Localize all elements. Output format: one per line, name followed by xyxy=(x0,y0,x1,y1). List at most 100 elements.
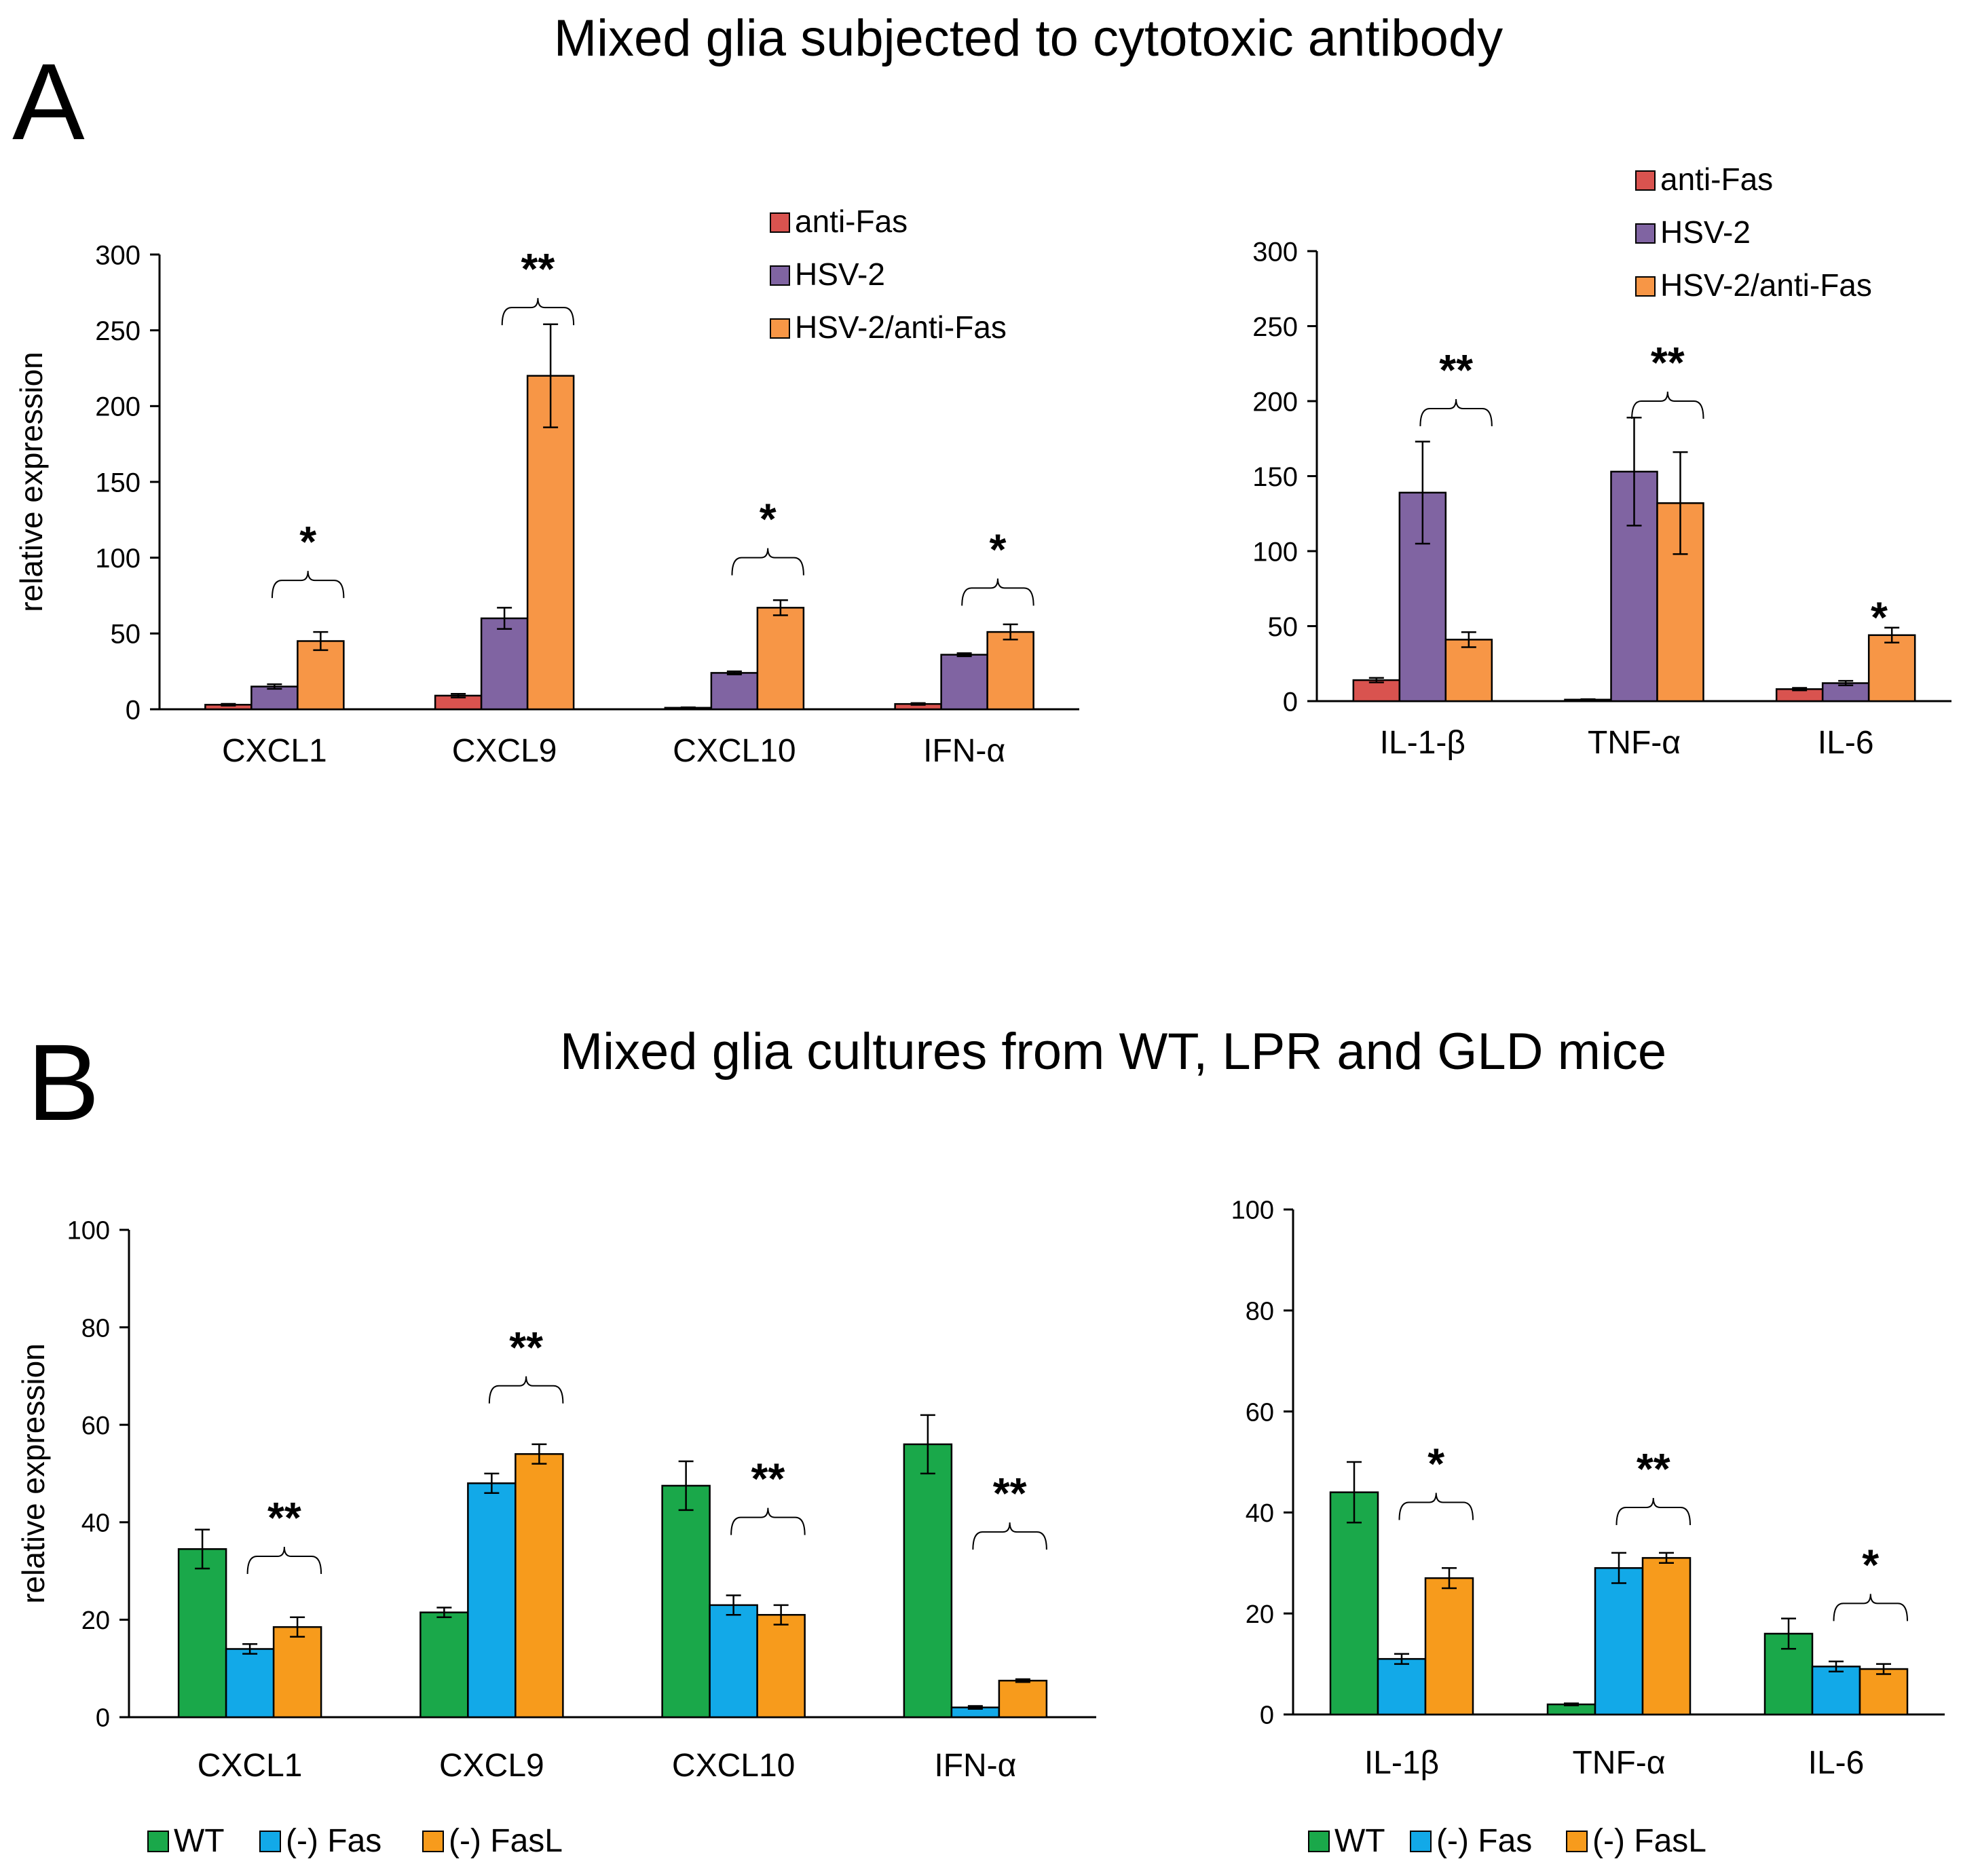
y-tick-label: 80 xyxy=(81,1314,110,1343)
y-tick-label: 300 xyxy=(95,240,141,270)
legend-swatch xyxy=(1635,223,1656,244)
bar--fas xyxy=(709,1604,758,1719)
bar--fasl xyxy=(515,1453,564,1719)
legend-label: WT xyxy=(1334,1823,1385,1859)
y-tick-label: 100 xyxy=(1252,537,1298,567)
bar-hsv-2 xyxy=(940,654,988,711)
y-tick-label: 150 xyxy=(95,468,141,498)
bar-hsv-2-anti-fas xyxy=(297,640,345,711)
y-tick-label: 0 xyxy=(1283,687,1298,717)
legend-label: (-) FasL xyxy=(1592,1823,1706,1859)
legend-swatch xyxy=(1635,276,1656,297)
bar-wt xyxy=(1329,1491,1379,1716)
category-label: CXCL10 xyxy=(672,1748,795,1784)
legend-label: HSV-2 xyxy=(1660,214,1751,250)
legend-swatch xyxy=(1566,1831,1588,1852)
significance-marker: ** xyxy=(993,1469,1027,1518)
significance-marker: ** xyxy=(751,1455,785,1503)
bar-hsv-2 xyxy=(1398,491,1447,702)
y-tick-label: 100 xyxy=(1231,1197,1274,1225)
legend-swatch xyxy=(1308,1831,1330,1852)
legend-swatch xyxy=(770,318,790,339)
bar--fasl xyxy=(1424,1577,1474,1716)
significance-marker: * xyxy=(989,525,1006,574)
category-label: CXCL1 xyxy=(198,1748,303,1784)
panel-b-letter: B xyxy=(27,1021,100,1143)
significance-bracket xyxy=(1398,1493,1474,1520)
category-label: CXCL10 xyxy=(673,733,796,769)
bar--fas xyxy=(467,1482,517,1719)
y-tick-label: 40 xyxy=(1246,1499,1274,1528)
bar-hsv-2-anti-fas xyxy=(526,375,575,711)
significance-marker: * xyxy=(1871,593,1888,641)
bar--fasl xyxy=(998,1679,1048,1719)
legend-label: WT xyxy=(174,1823,225,1859)
significance-bracket xyxy=(501,298,575,326)
bar--fasl xyxy=(1641,1557,1692,1716)
significance-bracket xyxy=(271,571,345,599)
bar--fas xyxy=(225,1648,275,1719)
bar-hsv-2 xyxy=(250,686,299,711)
y-tick-label: 40 xyxy=(81,1509,110,1537)
significance-bracket xyxy=(1615,1497,1691,1525)
legend-label: (-) Fas xyxy=(1436,1823,1532,1859)
legend-swatch xyxy=(770,265,790,286)
legend-label: anti-Fas xyxy=(1660,162,1773,197)
bar--fas xyxy=(1377,1657,1427,1716)
bar-hsv-2-anti-fas xyxy=(756,607,805,711)
significance-marker: ** xyxy=(521,244,555,293)
bar-wt xyxy=(419,1611,469,1719)
bar-hsv-2 xyxy=(710,672,759,711)
legend-swatch xyxy=(147,1831,169,1852)
significance-bracket xyxy=(1419,399,1493,427)
category-label: IL-1-β xyxy=(1380,725,1465,761)
y-tick-label: 0 xyxy=(126,695,141,725)
bar-hsv-2 xyxy=(480,617,529,711)
panel-a-title: Mixed glia subjected to cytotoxic antibo… xyxy=(554,10,1503,67)
significance-bracket xyxy=(1631,391,1704,419)
significance-marker: ** xyxy=(267,1493,301,1542)
bar-hsv-2-anti-fas xyxy=(1867,634,1916,702)
bar-wt xyxy=(177,1548,227,1719)
significance-marker: * xyxy=(1862,1540,1879,1589)
category-label: IL-6 xyxy=(1818,725,1874,761)
panel-a-letter: A xyxy=(12,41,85,162)
bar--fasl xyxy=(272,1626,322,1719)
legend-swatch xyxy=(422,1831,444,1852)
bar-anti-fas xyxy=(1352,679,1401,702)
bar--fas xyxy=(1811,1666,1861,1716)
chart-b-chemokines: 0 20 40 60 80 100 relative expression CXCL1 CXCL… xyxy=(16,1217,1096,1859)
legend-swatch xyxy=(1410,1831,1432,1852)
category-label: IFN-α xyxy=(934,1748,1016,1784)
significance-bracket xyxy=(488,1376,564,1404)
y-tick-label: 60 xyxy=(81,1412,110,1440)
bar-wt xyxy=(903,1443,953,1719)
significance-marker: * xyxy=(1427,1440,1444,1488)
significance-bracket xyxy=(246,1547,322,1575)
y-tick-label: 20 xyxy=(81,1607,110,1635)
y-tick-label: 150 xyxy=(1252,462,1298,492)
legend-label: anti-Fas xyxy=(795,204,908,239)
significance-marker: ** xyxy=(1637,1444,1670,1493)
bar-hsv-2-anti-fas xyxy=(986,631,1034,711)
bar-hsv-2 xyxy=(1610,470,1658,702)
y-tick-label: 0 xyxy=(1260,1702,1274,1730)
category-label: CXCL1 xyxy=(222,733,327,769)
legend-label: HSV-2 xyxy=(795,257,885,292)
legend-swatch xyxy=(1635,170,1656,191)
y-tick-label: 20 xyxy=(1246,1600,1274,1629)
significance-bracket xyxy=(731,548,804,576)
category-label: IL-1β xyxy=(1364,1745,1439,1781)
y-tick-label: 250 xyxy=(95,316,141,346)
panel-b-title: Mixed glia cultures from WT, LPR and GLD… xyxy=(560,1023,1666,1081)
y-tick-label: 200 xyxy=(95,392,141,422)
legend-swatch xyxy=(770,212,790,233)
category-label: IFN-α xyxy=(923,733,1005,769)
bar-wt xyxy=(661,1484,711,1719)
bar--fas xyxy=(1594,1567,1644,1716)
significance-marker: ** xyxy=(1439,345,1473,394)
category-label: TNF-α xyxy=(1588,725,1681,761)
significance-marker: * xyxy=(299,517,316,566)
